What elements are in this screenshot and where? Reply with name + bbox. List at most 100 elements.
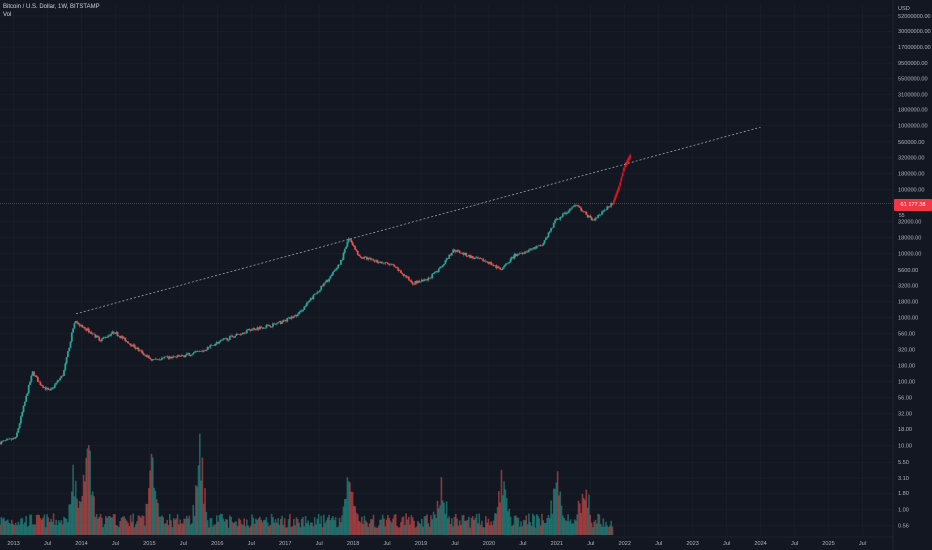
candle-body bbox=[355, 249, 358, 252]
volume-bar bbox=[355, 512, 358, 535]
volume-bar bbox=[385, 519, 388, 535]
candle-body bbox=[144, 354, 146, 356]
volume-bar bbox=[525, 515, 528, 535]
candle-body bbox=[433, 271, 436, 273]
candle-body bbox=[230, 335, 233, 337]
chart-legend: Bitcoin / U.S. Dollar, 1W, BITSTAMP Vol bbox=[3, 3, 100, 19]
volume-bar bbox=[371, 519, 373, 535]
candle-body bbox=[539, 244, 542, 246]
volume-bar bbox=[18, 524, 21, 535]
candle-body bbox=[565, 212, 568, 214]
volume-bar bbox=[542, 520, 545, 535]
volume-bar bbox=[417, 520, 419, 535]
volume-bar bbox=[516, 517, 518, 535]
candle-body bbox=[501, 267, 504, 270]
volume-bar bbox=[242, 524, 244, 535]
volume-bar bbox=[437, 508, 440, 535]
volume-bar bbox=[458, 520, 461, 535]
projection-body bbox=[624, 164, 627, 168]
current-price-tag: 61 177.38 bbox=[894, 199, 932, 211]
candle-body bbox=[418, 280, 421, 283]
volume-bar bbox=[478, 513, 481, 535]
volume-bar bbox=[56, 525, 59, 535]
volume-bar bbox=[38, 514, 40, 535]
candle-body bbox=[610, 203, 613, 207]
volume-bar bbox=[153, 487, 155, 535]
candle-body bbox=[591, 219, 594, 221]
candle-body bbox=[209, 345, 212, 348]
candle-body bbox=[292, 316, 295, 318]
volume-bar bbox=[538, 518, 541, 535]
volume-bar bbox=[111, 517, 114, 535]
volume-bar bbox=[495, 513, 498, 535]
candle-body bbox=[494, 265, 496, 266]
candle-body bbox=[166, 356, 169, 358]
volume-bar bbox=[178, 524, 180, 535]
time-tick-label: 2019 bbox=[415, 541, 427, 547]
volume-bar bbox=[576, 514, 579, 535]
volume-bar bbox=[426, 514, 428, 535]
volume-bar bbox=[410, 515, 413, 535]
candle-body bbox=[238, 334, 240, 335]
candle-body bbox=[334, 269, 337, 271]
volume-bar bbox=[479, 524, 482, 535]
candle-body bbox=[302, 309, 304, 312]
candle-body bbox=[150, 359, 153, 361]
candle-body bbox=[175, 356, 178, 358]
candle-body bbox=[530, 248, 533, 250]
candle-body bbox=[393, 265, 396, 267]
volume-bar bbox=[286, 527, 289, 535]
volume-bar bbox=[528, 513, 530, 535]
volume-bar bbox=[512, 524, 515, 535]
volume-bar bbox=[200, 480, 202, 535]
candle-body bbox=[597, 214, 600, 218]
candle-body bbox=[349, 238, 351, 240]
volume-bar bbox=[490, 521, 492, 535]
volume-bar bbox=[112, 514, 115, 535]
candle-body bbox=[189, 355, 192, 356]
volume-bar bbox=[375, 527, 377, 535]
candle-body bbox=[367, 257, 370, 260]
volume-bar bbox=[289, 513, 291, 535]
volume-bar bbox=[394, 514, 397, 535]
volume-bar bbox=[440, 477, 443, 535]
candle-body bbox=[580, 207, 583, 211]
volume-bar bbox=[106, 517, 108, 535]
symbol-title[interactable]: Bitcoin / U.S. Dollar, 1W, BITSTAMP bbox=[3, 4, 100, 10]
price-tick-label: 3200.00 bbox=[898, 283, 918, 289]
volume-bar bbox=[401, 517, 404, 535]
volume-bar bbox=[313, 517, 316, 535]
price-tick-label: 100.00 bbox=[898, 380, 915, 386]
volume-bar bbox=[554, 488, 556, 535]
time-tick-label: Jul bbox=[384, 541, 391, 547]
volume-bar bbox=[57, 520, 60, 535]
candle-body bbox=[543, 240, 546, 244]
price-scale[interactable]: USD 52000000.00 30000000.00 17000000.00 950… bbox=[892, 0, 931, 550]
candle-body bbox=[316, 291, 319, 294]
candle-body bbox=[146, 355, 149, 357]
candle-body bbox=[464, 252, 466, 255]
candle-body bbox=[341, 259, 344, 261]
volume-bar bbox=[596, 523, 598, 535]
time-axis[interactable]: 2013 Jul 2014 Jul 2015 Jul 2016 Jul 2017 Jul 2018 J… bbox=[0, 536, 893, 547]
candle-body bbox=[535, 246, 538, 249]
candle-body bbox=[586, 214, 589, 218]
projection-body bbox=[620, 177, 623, 181]
candle-body bbox=[31, 371, 34, 376]
candle-body bbox=[475, 257, 478, 258]
volume-bar bbox=[60, 519, 63, 535]
projection-body bbox=[619, 182, 622, 186]
candle-body bbox=[333, 270, 336, 272]
volume-bar bbox=[22, 524, 25, 535]
candle-body bbox=[0, 441, 3, 445]
candle-body bbox=[124, 337, 127, 342]
candle-body bbox=[448, 254, 451, 259]
volume-bar bbox=[246, 519, 248, 535]
candle-body bbox=[380, 261, 383, 264]
volume-bar bbox=[363, 515, 366, 535]
trendline[interactable] bbox=[75, 126, 761, 315]
volume-bar bbox=[291, 525, 294, 535]
volume-label[interactable]: Vol bbox=[3, 12, 12, 18]
volume-bar bbox=[1, 518, 4, 535]
